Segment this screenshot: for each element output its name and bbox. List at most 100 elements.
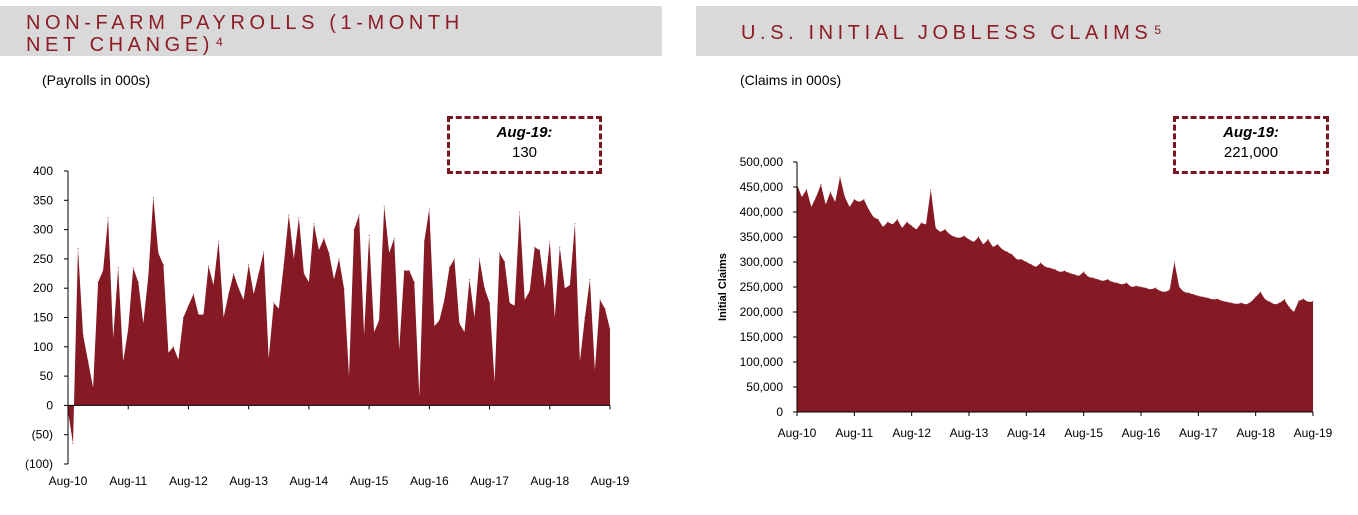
- data-point: [858, 201, 860, 203]
- y-tick-label: 0: [46, 398, 53, 412]
- data-point: [939, 231, 941, 233]
- data-point: [438, 319, 440, 321]
- data-point: [1006, 251, 1008, 253]
- data-point: [524, 299, 526, 301]
- data-point: [253, 293, 255, 295]
- data-point: [102, 270, 104, 272]
- y-tick-label: 100: [33, 340, 53, 354]
- data-point: [978, 236, 980, 238]
- data-point: [213, 284, 214, 286]
- data-point: [514, 305, 516, 307]
- data-point: [1312, 301, 1314, 302]
- data-point: [474, 317, 475, 318]
- data-point: [418, 396, 420, 398]
- data-point: [574, 223, 576, 225]
- data-point: [1116, 282, 1118, 284]
- data-point: [1288, 306, 1290, 308]
- data-point: [1293, 311, 1295, 313]
- data-point: [273, 302, 275, 304]
- payrolls-chart: 400 350 300 250 200 150 100 50 0 (50) (100) Aug-10 A…: [25, 164, 630, 488]
- data-point: [997, 244, 999, 245]
- data-point: [1173, 261, 1175, 263]
- data-point: [1016, 259, 1018, 260]
- data-point: [1236, 303, 1238, 305]
- data-point: [1054, 269, 1056, 270]
- data-point: [1307, 301, 1309, 303]
- data-point: [849, 206, 851, 208]
- data-point: [1059, 271, 1061, 273]
- data-point: [388, 252, 390, 254]
- x-tick-label: Aug-10: [778, 426, 817, 440]
- data-point: [872, 216, 874, 218]
- data-point: [982, 244, 984, 245]
- y-tick-label: 150,000: [740, 330, 784, 344]
- data-point: [1202, 296, 1204, 298]
- data-point: [333, 278, 335, 280]
- left-panel-title: NON-FARM PAYROLLS (1-MONTH NET CHANGE) 4: [26, 12, 464, 56]
- data-point: [839, 176, 841, 178]
- data-point: [499, 252, 501, 254]
- data-point: [1001, 249, 1003, 250]
- data-point: [949, 234, 951, 235]
- data-point: [958, 237, 960, 239]
- data-point: [142, 322, 144, 324]
- data-point: [519, 211, 521, 213]
- data-point: [318, 249, 320, 251]
- data-point: [820, 184, 822, 185]
- data-point: [801, 196, 803, 198]
- data-point: [1021, 259, 1023, 260]
- data-point: [77, 247, 79, 249]
- data-point: [829, 191, 831, 193]
- data-point: [122, 360, 124, 362]
- data-point: [1030, 264, 1032, 265]
- x-tick-label: Aug-15: [350, 474, 389, 488]
- data-point: [1068, 272, 1070, 274]
- data-point: [935, 227, 937, 229]
- data-point: [973, 241, 975, 243]
- data-point: [887, 221, 889, 223]
- data-point: [458, 322, 460, 324]
- left-subtitle: (Payrolls in 000s): [42, 72, 151, 88]
- data-point: [992, 246, 994, 248]
- data-point: [443, 299, 445, 301]
- left-title-line1: NON-FARM PAYROLLS (1-MONTH: [26, 12, 464, 34]
- data-point: [863, 199, 865, 200]
- data-point: [930, 189, 932, 190]
- data-point: [1102, 280, 1104, 282]
- area-series: [797, 177, 1313, 412]
- y-axis-title: Initial Claims: [717, 253, 729, 321]
- data-point: [278, 308, 280, 310]
- data-point: [906, 221, 908, 223]
- data-point: [954, 236, 956, 238]
- x-tick-label: Aug-14: [290, 474, 329, 488]
- data-point: [218, 240, 220, 242]
- y-tick-label: 400: [33, 164, 53, 178]
- data-point: [539, 249, 541, 251]
- right-title-footnote: 5: [1154, 23, 1162, 37]
- data-point: [348, 375, 350, 377]
- x-tick-label: Aug-17: [1179, 426, 1218, 440]
- left-callout-value: 130: [511, 144, 538, 161]
- data-point: [1269, 301, 1271, 303]
- data-point: [1064, 270, 1066, 272]
- data-point: [368, 235, 370, 236]
- data-point: [509, 302, 511, 304]
- data-point: [925, 224, 927, 225]
- data-point: [303, 273, 305, 274]
- data-point: [383, 205, 385, 207]
- data-point: [72, 443, 74, 444]
- data-point: [107, 217, 109, 219]
- data-point: [403, 270, 405, 272]
- data-point: [433, 325, 435, 327]
- data-point: [987, 239, 989, 240]
- data-point: [484, 287, 485, 289]
- x-tick-label: Aug-18: [530, 474, 569, 488]
- data-point: [469, 278, 470, 280]
- data-point: [363, 334, 365, 336]
- data-point: [97, 281, 99, 283]
- y-tick-label: 50: [40, 369, 54, 383]
- data-point: [413, 281, 415, 283]
- data-point: [599, 299, 601, 301]
- data-point: [529, 290, 531, 292]
- data-point: [825, 204, 827, 205]
